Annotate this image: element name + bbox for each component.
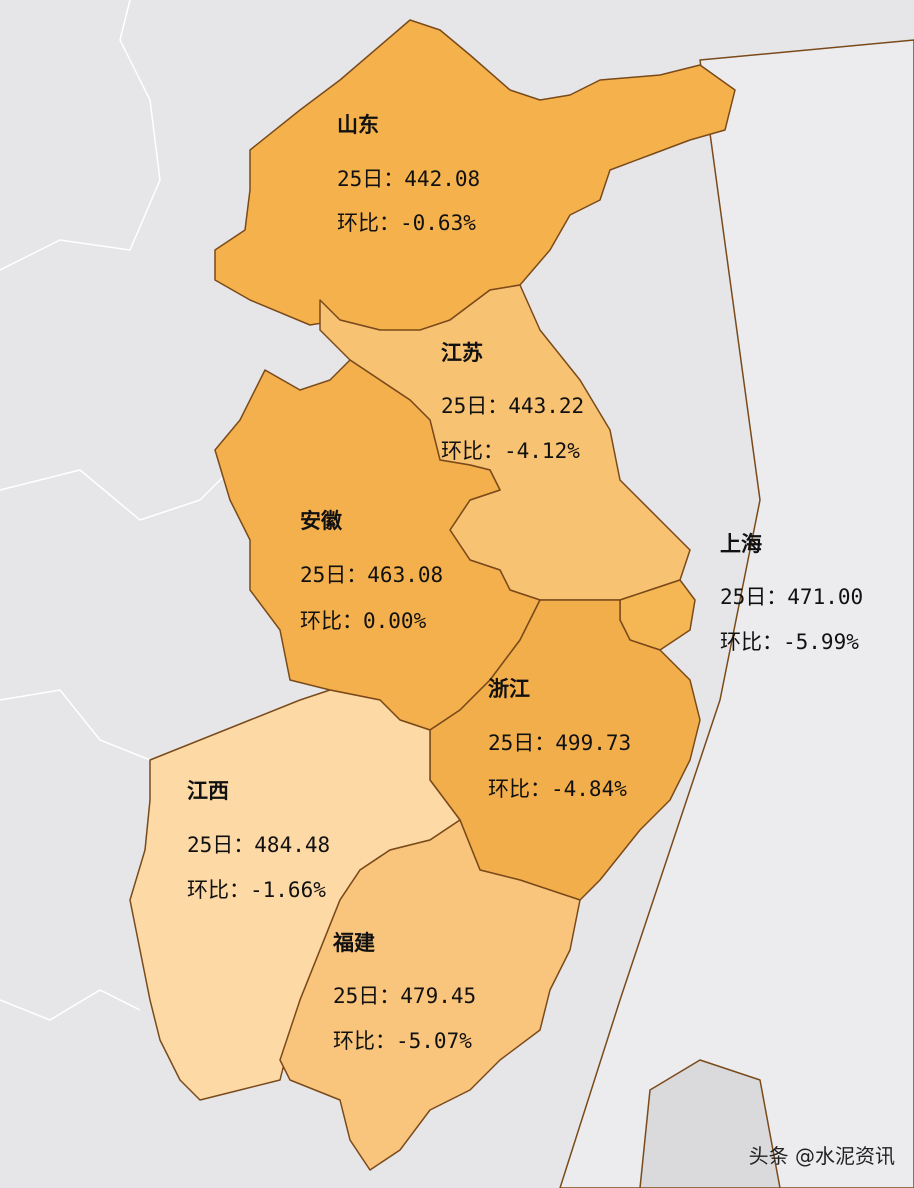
region-price: 25日：484.48 — [187, 833, 330, 857]
region-change: 环比：-4.84% — [488, 777, 627, 801]
region-change: 环比：-1.66% — [187, 878, 326, 902]
labels: 山东 25日：442.08 环比：-0.63% 江苏 25日：443.22 环比… — [187, 113, 895, 1168]
shandong — [214, 19, 736, 336]
region-name: 福建 — [332, 931, 375, 955]
region-price: 25日：479.45 — [333, 984, 476, 1008]
region-change: 环比：0.00% — [300, 609, 427, 633]
fujian — [279, 819, 581, 1171]
zhejiang — [429, 599, 701, 901]
borders — [0, 0, 231, 1021]
sea — [559, 39, 914, 1188]
region-change: 环比：-4.12% — [441, 439, 580, 463]
region-change: 环比：-5.99% — [720, 630, 859, 654]
region-name: 江苏 — [441, 341, 483, 365]
region-price: 25日：442.08 — [337, 167, 480, 191]
region-price: 25日：463.08 — [300, 563, 443, 587]
region-name: 浙江 — [488, 677, 530, 701]
region-price: 25日：471.00 — [720, 585, 863, 609]
region-change: 环比：-0.63% — [337, 211, 476, 235]
region-name: 上海 — [720, 532, 762, 556]
watermark: 头条 @水泥资讯 — [749, 1144, 895, 1168]
island — [639, 1059, 781, 1188]
region-price: 25日：499.73 — [488, 731, 631, 755]
region-name: 山东 — [337, 113, 379, 137]
region-price: 25日：443.22 — [441, 394, 584, 418]
region-name: 江西 — [187, 779, 229, 803]
region-name: 安徽 — [300, 509, 343, 533]
region-change: 环比：-5.07% — [333, 1029, 472, 1053]
